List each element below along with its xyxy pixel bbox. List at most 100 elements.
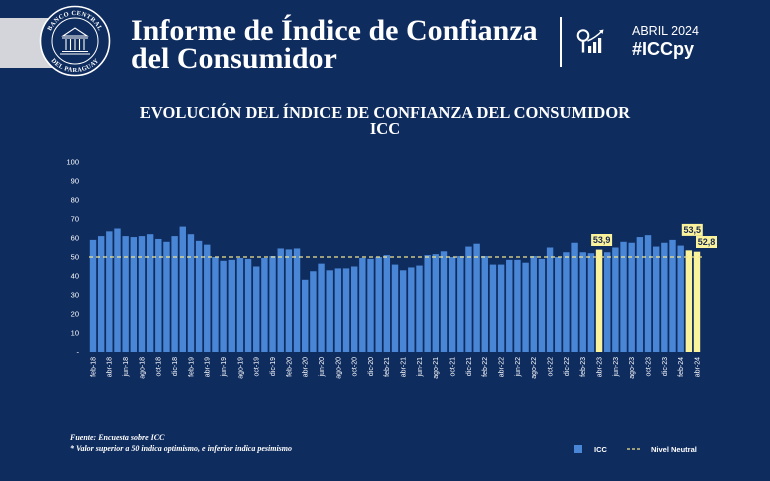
bar [195,240,203,352]
x-tick-label: feb-23 [580,357,587,377]
source-note: Fuente: Encuesta sobre ICC [70,433,165,442]
x-tick-label: ago-22 [531,357,538,379]
bar [359,257,366,352]
data-label-box [696,236,717,248]
bar [293,248,301,352]
bar [546,247,554,352]
x-tick-label: jun-23 [613,357,620,378]
chart-title: EVOLUCIÓN DEL ÍNDICE DE CONFIANZA DEL CO… [139,103,631,122]
x-tick-label: feb-24 [678,357,685,377]
bar [220,260,227,352]
data-label-text: 52,8 [698,237,716,247]
bar [302,279,309,352]
bar [244,258,252,352]
bar [432,254,440,352]
x-tick-label: dic-18 [172,357,179,376]
bar [481,256,488,352]
search-chart-icon [576,29,604,53]
bar [465,246,472,352]
x-tick-label: oct-22 [548,357,555,377]
header-divider [560,17,562,67]
bar-series [89,226,701,352]
data-label-text: 53,9 [593,235,611,245]
y-tick-label: 90 [71,177,79,186]
x-tick-label: ago-18 [139,357,146,379]
bar [114,228,121,352]
x-tick-label: ago-21 [433,357,440,379]
x-tick-label: jun-18 [123,357,130,378]
bar [571,242,578,352]
bar [522,262,529,352]
bar [506,259,513,352]
x-tick-label: oct-23 [645,357,652,377]
bar [179,226,186,352]
y-axis: 100 90 80 70 60 50 40 30 20 10 - [66,158,79,357]
x-tick-label: dic-21 [466,357,473,376]
bar [563,252,570,352]
bar [187,234,195,352]
bar [350,266,358,352]
bar-highlight [685,250,693,352]
legend-bar-swatch [574,445,582,453]
data-label: 53,9 [591,234,613,246]
bar [310,271,317,352]
bar [489,264,497,352]
bar [253,266,260,352]
bar [97,236,105,352]
y-tick-label: 70 [71,215,79,224]
bar [399,270,407,352]
bar [146,234,154,352]
bar [89,239,97,352]
bar [669,239,676,352]
x-tick-label: oct-19 [254,357,261,377]
y-tick-label: 40 [71,272,79,281]
data-label: 53,5 [681,223,703,236]
x-tick-label: abr-22 [499,357,506,377]
report-title-line-2: del Consumidor [131,42,337,75]
x-tick-label: oct-21 [450,357,457,377]
bar [579,252,586,352]
bar [612,247,619,352]
bar [277,248,284,352]
report-period: ABRIL 2024 [632,24,699,38]
y-tick-label: 60 [71,234,79,243]
bar [342,268,350,352]
seal-building-emblem [60,27,90,55]
y-tick-label: 80 [71,196,79,205]
bar [367,258,374,352]
x-tick-label: oct-20 [352,357,359,377]
y-tick-label: 10 [71,329,79,338]
x-axis: feb-18 abr-18 jun-18 ago-18 oct-18 dic-18 feb-… [90,357,701,379]
bar [555,257,562,352]
bar [236,257,244,352]
data-label: 52,8 [696,236,717,248]
x-tick-label: jun-19 [221,357,228,378]
data-label-box [591,234,613,246]
report-title-line-1: Informe de Índice de Confianza [131,14,538,47]
y-tick-label: 100 [66,158,79,167]
interpretation-note: * Valor superior a 50 indica optimismo, … [70,444,293,453]
x-tick-label: dic-19 [270,357,277,376]
bar [408,267,415,352]
bar [391,264,399,352]
x-tick-label: feb-18 [90,357,97,377]
x-tick-label: feb-21 [384,357,391,377]
x-tick-label: jun-22 [515,357,522,378]
bar [448,257,456,352]
x-tick-label: dic-22 [564,357,571,376]
bar [644,235,652,352]
bar [261,257,268,352]
bar [138,236,146,352]
bar [228,259,235,352]
bar [163,241,170,352]
bar [538,258,546,352]
x-tick-label: abr-21 [401,357,408,377]
bar-highlight [595,249,603,352]
x-tick-label: feb-19 [188,357,195,377]
x-tick-label: abr-19 [205,357,212,377]
x-tick-label: ago-20 [335,357,342,379]
bar [677,245,684,352]
bar [122,236,129,352]
bar [416,265,423,352]
bar [334,268,342,352]
